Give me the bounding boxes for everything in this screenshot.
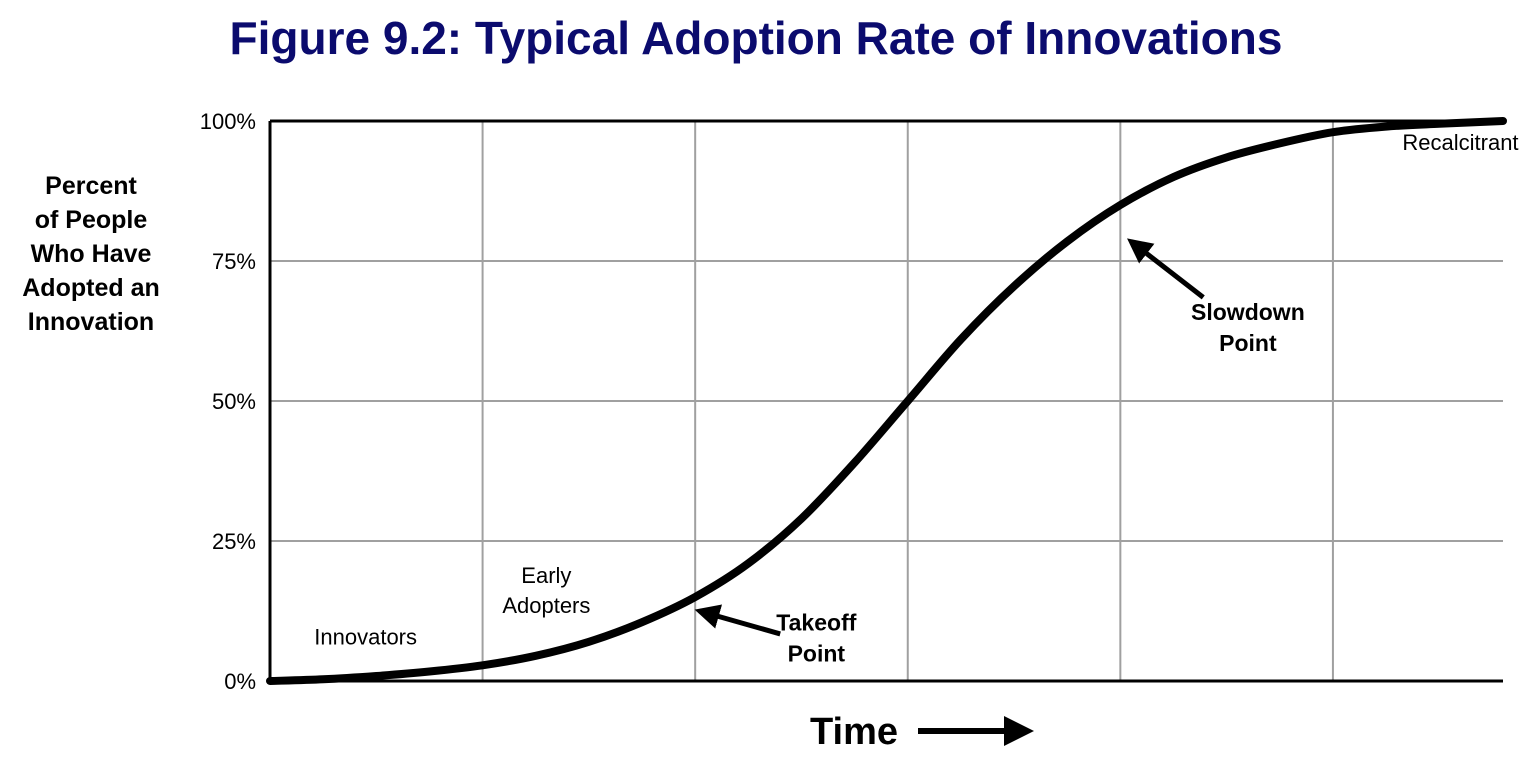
- annotation-label-line: Point: [1219, 330, 1277, 356]
- annotation-arrow: [694, 604, 781, 637]
- annotation-label-line: Slowdown: [1191, 299, 1305, 325]
- stage-label-line: Early: [521, 563, 571, 588]
- y-axis-label: Percent of People Who Have Adopted an Innova…: [22, 172, 160, 336]
- stage-label: Innovators: [314, 625, 417, 650]
- y-tick-label: 25%: [212, 529, 256, 554]
- y-axis-label-line: of People: [35, 206, 148, 234]
- annotation-label-line: Takeoff: [776, 610, 856, 636]
- y-axis-label-line: Who Have: [31, 240, 152, 268]
- stage-labels: Innovators Early Adopters Recalcitrant: [314, 130, 1518, 649]
- adoption-curve: [266, 117, 1507, 685]
- y-axis-label-line: Adopted an: [22, 274, 160, 302]
- annotation-label: Takeoff Point: [776, 610, 856, 667]
- y-tick-label: 100%: [200, 109, 256, 134]
- y-tick-label: 0%: [224, 669, 256, 694]
- stage-label: Recalcitrant: [1402, 130, 1518, 155]
- annotation-label: Slowdown Point: [1191, 299, 1305, 356]
- stage-label: Early Adopters: [502, 563, 590, 618]
- stage-label-line: Recalcitrant: [1402, 130, 1518, 155]
- y-axis-label-text: Percent of People Who Have Adopted an Innova…: [22, 172, 160, 336]
- x-axis-label-group: Time: [810, 711, 1034, 753]
- annotation-label-line: Point: [788, 641, 846, 667]
- y-axis-label-line: Percent: [45, 172, 137, 200]
- x-axis-label: Time: [810, 711, 898, 753]
- annotations: Takeoff Point Slowdown Point: [694, 238, 1305, 667]
- y-tick-label: 50%: [212, 389, 256, 414]
- stage-label-line: Adopters: [502, 593, 590, 618]
- y-tick-label: 75%: [212, 249, 256, 274]
- y-tick-labels: 0% 25% 50% 75% 100%: [200, 109, 256, 694]
- adoption-curve-group: [266, 117, 1507, 685]
- y-axis-label-line: Innovation: [28, 308, 154, 336]
- grid: [268, 119, 1503, 683]
- annotation-arrow: [1127, 238, 1205, 300]
- stage-label-line: Innovators: [314, 625, 417, 650]
- chart-title: Figure 9.2: Typical Adoption Rate of Inn…: [230, 12, 1283, 64]
